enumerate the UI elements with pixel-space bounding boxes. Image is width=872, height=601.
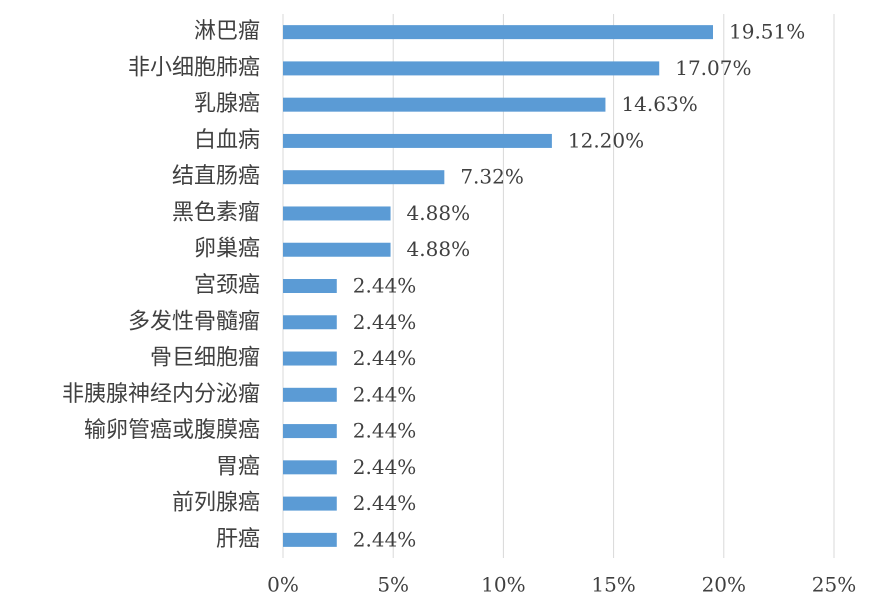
y-tick-label: 非小细胞肺癌 xyxy=(128,55,260,80)
data-label: 2.44% xyxy=(353,527,417,551)
y-tick-label: 宫颈癌 xyxy=(194,273,260,298)
x-tick-label: 20% xyxy=(702,573,746,597)
bar xyxy=(283,206,391,221)
data-label: 4.88% xyxy=(407,237,471,261)
y-tick-label: 非胰腺神经内分泌瘤 xyxy=(62,382,260,407)
data-label: 2.44% xyxy=(353,346,417,370)
x-tick-label: 0% xyxy=(267,573,299,597)
data-label: 17.07% xyxy=(675,56,751,80)
y-tick-label: 肝癌 xyxy=(216,527,260,552)
bar xyxy=(283,351,337,366)
y-tick-label: 多发性骨髓瘤 xyxy=(128,309,260,334)
y-tick-label: 输卵管癌或腹膜癌 xyxy=(84,418,260,443)
bar xyxy=(283,532,337,547)
bar xyxy=(283,242,391,257)
bar xyxy=(283,424,337,439)
data-label: 2.44% xyxy=(353,455,417,479)
bar xyxy=(283,133,552,148)
x-tick-label: 10% xyxy=(481,573,525,597)
y-tick-label: 卵巢癌 xyxy=(194,237,260,262)
y-tick-label: 乳腺癌 xyxy=(194,92,260,117)
data-label: 4.88% xyxy=(407,201,471,225)
x-tick-label: 25% xyxy=(812,573,856,597)
bar xyxy=(283,97,606,112)
bar xyxy=(283,279,337,293)
data-label: 2.44% xyxy=(353,491,417,515)
data-label: 19.51% xyxy=(729,20,805,44)
bar xyxy=(283,25,714,40)
y-tick-label: 骨巨细胞瘤 xyxy=(150,346,260,371)
x-tick-label: 15% xyxy=(591,573,635,597)
bar xyxy=(283,496,337,511)
y-tick-label: 胃癌 xyxy=(216,454,260,479)
bar xyxy=(283,460,337,475)
data-label: 14.63% xyxy=(621,92,697,116)
bar xyxy=(283,170,445,185)
bar xyxy=(283,61,660,76)
data-label: 12.20% xyxy=(568,128,644,152)
y-tick-label: 结直肠癌 xyxy=(172,164,260,189)
y-tick-label: 黑色素瘤 xyxy=(172,200,260,225)
x-tick-label: 5% xyxy=(377,573,409,597)
y-tick-label: 前列腺癌 xyxy=(172,491,260,516)
bar xyxy=(283,387,337,402)
bar xyxy=(283,315,337,330)
data-label: 2.44% xyxy=(353,419,417,443)
y-tick-label: 淋巴瘤 xyxy=(194,19,260,44)
y-tick-label: 白血病 xyxy=(194,128,260,153)
data-label: 7.32% xyxy=(460,165,524,189)
data-label: 2.44% xyxy=(353,310,417,334)
data-label: 2.44% xyxy=(353,382,417,406)
data-label: 2.44% xyxy=(353,274,417,298)
